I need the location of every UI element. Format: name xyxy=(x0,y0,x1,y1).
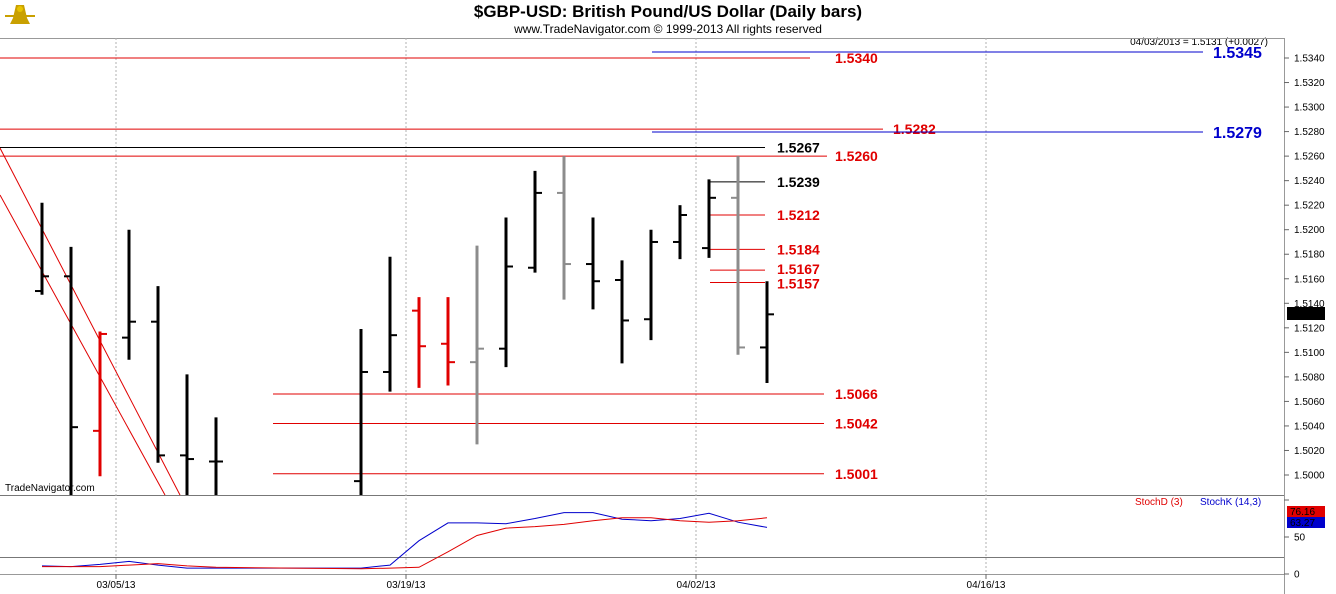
level-lines: 1.5340 1.5282 1.5267 1.5260 1.5239 1.5212 1.51… xyxy=(0,45,1262,482)
trend-line xyxy=(0,194,166,496)
ohlc-bar xyxy=(151,286,165,463)
stochastic-panel: 50 0 xyxy=(41,499,1306,581)
trend-channel xyxy=(0,147,181,496)
stochd-line xyxy=(42,517,768,570)
ohlc-bar xyxy=(673,205,687,260)
ohlc-bar xyxy=(354,329,368,495)
level-label: 1.5001 xyxy=(835,466,878,482)
ohlc-bar xyxy=(528,170,542,273)
y-tick-label: 1.5000 xyxy=(1294,471,1325,482)
ohlc-bar xyxy=(731,156,745,355)
x-tick-label: 04/16/13 xyxy=(967,580,1006,591)
stochd-label: StochD (3) xyxy=(1135,497,1183,508)
ohlc-bar xyxy=(93,331,107,477)
stochd-last-value: 76.16 xyxy=(1290,507,1315,518)
last-price-box xyxy=(1287,307,1325,320)
y-tick-label: 1.5300 xyxy=(1294,103,1325,114)
level-label: 1.5239 xyxy=(777,174,820,190)
last-price-label: 1.5131 xyxy=(1290,310,1321,321)
ohlc-bar xyxy=(615,260,629,364)
ohlc-bar xyxy=(644,229,658,341)
y-tick-label: 1.5220 xyxy=(1294,201,1325,212)
y-tick-label: 1.5040 xyxy=(1294,421,1325,432)
ohlc-bar xyxy=(586,217,600,310)
price-bars xyxy=(35,156,774,495)
ohlc-bar xyxy=(64,246,78,495)
y-tick-label: 1.5280 xyxy=(1294,127,1325,138)
chart-subtitle: www.TradeNavigator.com © 1999-2013 All r… xyxy=(513,22,822,36)
ohlc-bar xyxy=(441,297,455,386)
ohlc-bar xyxy=(557,156,571,300)
level-label: 1.5167 xyxy=(777,261,820,277)
x-axis: 03/05/13 03/19/13 04/02/13 04/16/13 xyxy=(97,574,1006,591)
level-label: 1.5267 xyxy=(777,140,820,156)
ohlc-bar xyxy=(122,229,136,360)
y-tick-label: 1.5160 xyxy=(1294,274,1325,285)
chart-title: $GBP-USD: British Pound/US Dollar (Daily… xyxy=(474,2,862,21)
ohlc-bar xyxy=(702,179,716,258)
watermark: TradeNavigator.com xyxy=(5,483,95,494)
level-label: 1.5282 xyxy=(893,121,936,137)
level-label: 1.5345 xyxy=(1213,45,1262,62)
y-tick-label: 1.5200 xyxy=(1294,225,1325,236)
y-tick-label: 1.5100 xyxy=(1294,348,1325,359)
stochd-last-box xyxy=(1287,506,1325,517)
ohlc-bar xyxy=(383,256,397,392)
x-tick-label: 03/19/13 xyxy=(387,580,426,591)
stochk-last-value: 63.27 xyxy=(1290,518,1315,529)
level-label: 1.5260 xyxy=(835,148,878,164)
level-label: 1.5042 xyxy=(835,415,878,431)
trade-navigator-logo xyxy=(5,5,35,24)
level-label: 1.5340 xyxy=(835,50,878,66)
y-tick-label: 1.5120 xyxy=(1294,323,1325,334)
y-tick-label: 1.5340 xyxy=(1294,54,1325,65)
level-label: 1.5066 xyxy=(835,386,878,402)
grid xyxy=(115,38,987,574)
y-tick-label: 1.5140 xyxy=(1294,299,1325,310)
y-tick-label: 1.5020 xyxy=(1294,446,1325,457)
ohlc-bar xyxy=(180,374,194,495)
x-tick-label: 04/02/13 xyxy=(677,580,716,591)
ohlc-bar xyxy=(499,217,513,368)
ohlc-bar xyxy=(209,417,223,495)
y-tick-label: 1.5320 xyxy=(1294,78,1325,89)
y-axis: 1.5340 1.5320 1.5300 1.5280 1.5260 1.5240 1.52… xyxy=(1284,54,1325,482)
x-tick-label: 03/05/13 xyxy=(97,580,136,591)
ohlc-bar xyxy=(35,202,49,295)
status-readout: 04/03/2013 = 1.5131 (+0.0027) xyxy=(1130,37,1268,48)
stochk-last-box xyxy=(1287,517,1325,528)
level-label: 1.5212 xyxy=(777,207,820,223)
ohlc-bar xyxy=(412,297,426,388)
y-tick-label: 1.5240 xyxy=(1294,176,1325,187)
indicator-tick-label: 50 xyxy=(1294,533,1306,544)
y-tick-label: 1.5260 xyxy=(1294,152,1325,163)
ohlc-bar xyxy=(760,281,774,384)
y-tick-label: 1.5060 xyxy=(1294,397,1325,408)
y-tick-label: 1.5180 xyxy=(1294,250,1325,261)
level-label: 1.5279 xyxy=(1213,125,1262,142)
ohlc-bar xyxy=(470,245,484,445)
stochk-label: StochK (14,3) xyxy=(1200,497,1261,508)
level-label: 1.5157 xyxy=(777,275,820,291)
indicator-tick-label: 0 xyxy=(1294,570,1300,581)
level-label: 1.5184 xyxy=(777,241,820,257)
y-tick-label: 1.5080 xyxy=(1294,372,1325,383)
trend-line xyxy=(0,147,181,496)
